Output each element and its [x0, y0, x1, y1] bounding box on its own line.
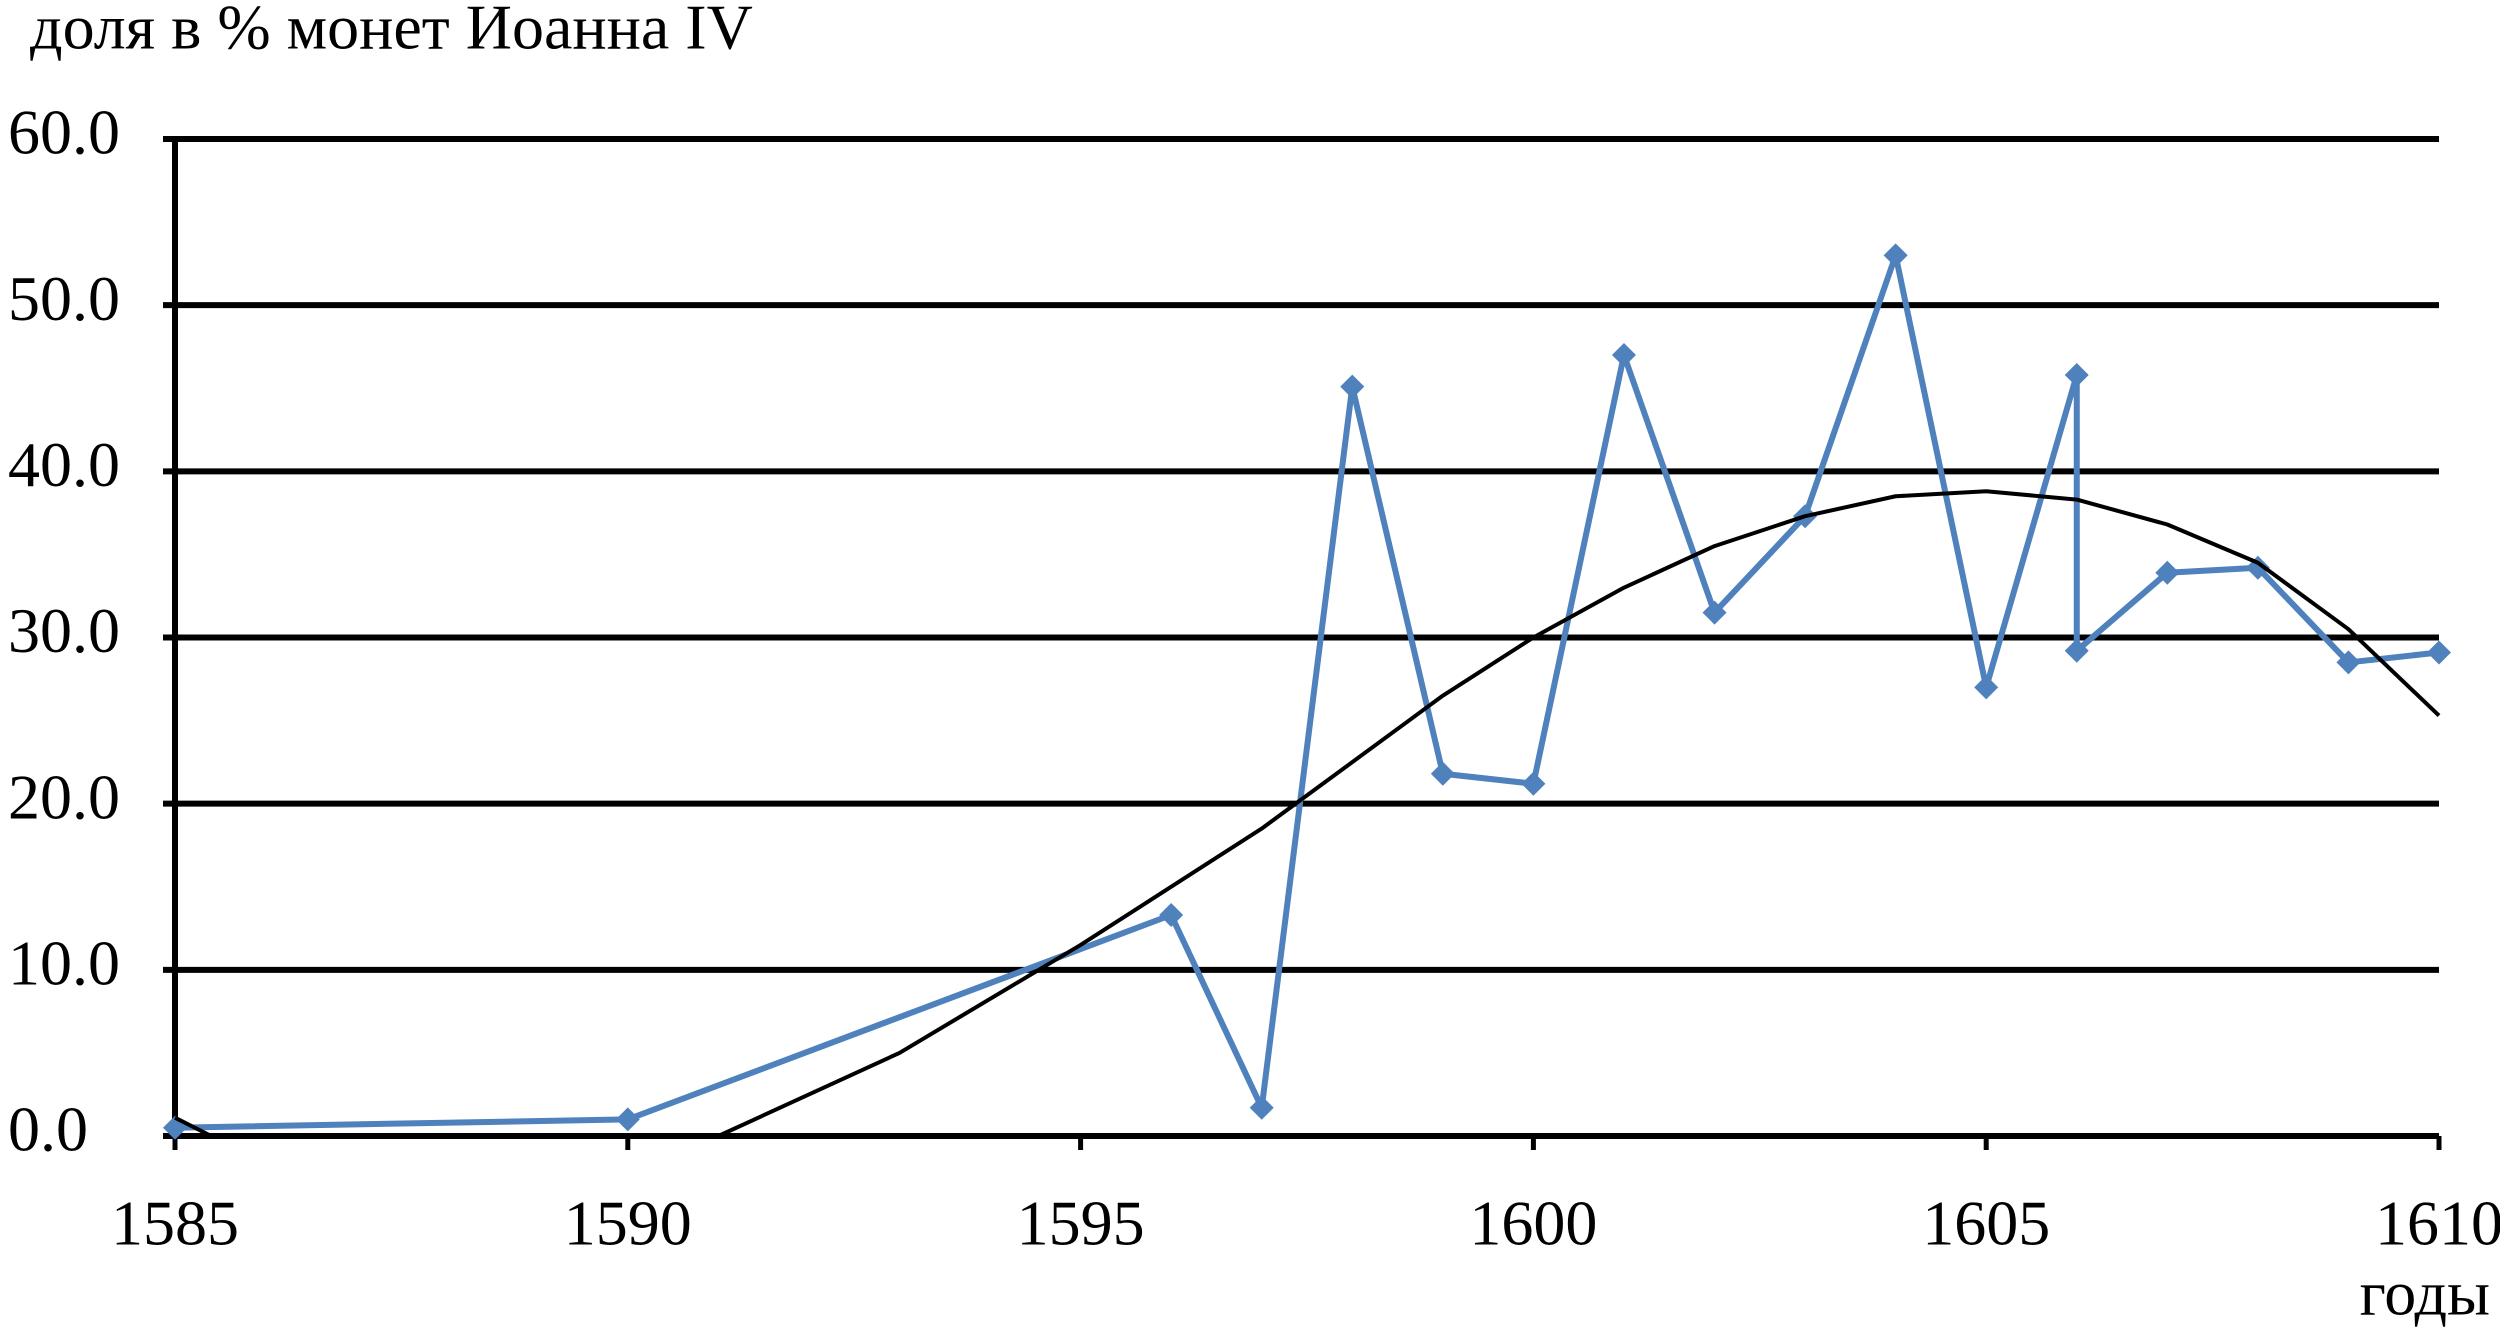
y-tick-label: 20.0 [8, 761, 120, 832]
y-tick-label: 60.0 [8, 97, 120, 168]
data-point [2336, 650, 2361, 675]
y-tick-label: 0.0 [8, 1094, 88, 1165]
data-point [2155, 560, 2180, 585]
data-line [174, 252, 2440, 1131]
chart-title: доля в % монет Иоанна IV [30, 0, 753, 63]
data-point [2427, 640, 2451, 665]
x-tick-label: 1600 [1469, 1188, 1597, 1259]
x-tick-label: 1590 [564, 1188, 692, 1259]
data-point [1249, 1095, 1274, 1120]
data-point [1702, 600, 1727, 625]
x-axis-label: годы [2360, 1258, 2490, 1329]
data-point [1521, 771, 1546, 796]
y-tick-label: 30.0 [8, 595, 120, 666]
x-tick-label: 1585 [111, 1188, 239, 1259]
x-tick-label: 1605 [1922, 1188, 2050, 1259]
data-point [2064, 362, 2089, 387]
y-tick-label: 40.0 [8, 429, 120, 500]
data-point [2064, 638, 2089, 663]
y-tick-label: 10.0 [8, 928, 120, 999]
x-tick-label: 1595 [1017, 1188, 1145, 1259]
x-tick-label: 1610 [2375, 1188, 2500, 1259]
data-point [1430, 761, 1455, 786]
trend-line [717, 489, 2441, 1138]
data-point [1340, 374, 1365, 399]
y-tick-label: 50.0 [8, 263, 120, 334]
data-point [1159, 902, 1184, 927]
data-point [1883, 243, 1908, 268]
data-point [1611, 343, 1636, 368]
data-point [615, 1107, 640, 1132]
data-point [1974, 675, 1999, 700]
trend-line [174, 1115, 213, 1138]
